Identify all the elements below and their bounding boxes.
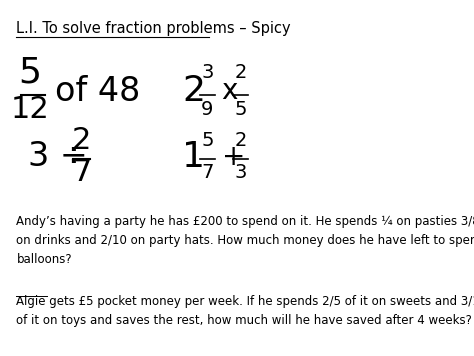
Text: Andy’s having a party he has £200 to spend on it. He spends ¼ on pasties 3/8
on : Andy’s having a party he has £200 to spe…	[17, 215, 474, 266]
Text: 2: 2	[72, 126, 91, 156]
Text: 3 ÷: 3 ÷	[28, 140, 88, 173]
Text: 12: 12	[10, 95, 49, 124]
Text: x: x	[222, 78, 238, 105]
Text: L.I. To solve fraction problems – Spicy: L.I. To solve fraction problems – Spicy	[17, 21, 291, 36]
Text: of 48: of 48	[55, 75, 140, 108]
Text: 3: 3	[201, 63, 213, 82]
Text: 9: 9	[201, 100, 213, 119]
Text: 2: 2	[235, 131, 247, 151]
Text: 1: 1	[182, 140, 205, 174]
Text: 7: 7	[72, 158, 91, 187]
Text: 7: 7	[201, 163, 213, 182]
Text: 3: 3	[235, 163, 247, 182]
Text: 5: 5	[235, 100, 247, 119]
Text: 5: 5	[18, 55, 41, 89]
Text: Algie gets £5 pocket money per week. If he spends 2/5 of it on sweets and 3/10
o: Algie gets £5 pocket money per week. If …	[17, 294, 474, 326]
Text: 2: 2	[235, 63, 247, 82]
Text: 5: 5	[201, 131, 213, 151]
Text: +: +	[222, 143, 245, 171]
Text: 2: 2	[182, 74, 205, 109]
